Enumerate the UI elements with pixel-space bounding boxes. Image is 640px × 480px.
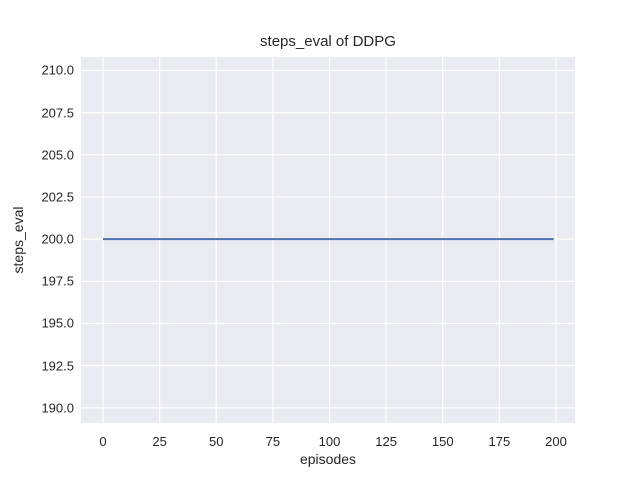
y-tick-label: 190.0	[41, 400, 74, 416]
x-tick-label: 25	[152, 434, 167, 449]
x-tick-label: 75	[265, 434, 281, 449]
y-tick-label: 210.0	[41, 62, 74, 78]
y-tick-label: 207.5	[41, 105, 74, 121]
x-tick-label: 175	[488, 434, 511, 449]
y-tick-label: 197.5	[41, 273, 74, 289]
x-tick-label: 100	[318, 434, 341, 449]
x-tick-label: 150	[431, 434, 454, 449]
chart-title: steps_eval of DDPG	[260, 33, 396, 50]
x-tick-label: 0	[99, 434, 107, 449]
x-tick-label: 200	[545, 434, 567, 449]
y-tick-label: 205.0	[41, 147, 74, 163]
x-tick-label: 50	[208, 434, 224, 449]
y-tick-label: 192.5	[41, 358, 74, 374]
y-tick-label: 202.5	[41, 189, 74, 205]
y-tick-label: 195.0	[41, 315, 74, 331]
x-axis-label: episodes	[299, 451, 357, 467]
x-tick-label: 125	[375, 434, 397, 449]
y-tick-label: 200.0	[41, 231, 74, 247]
plot-area	[81, 57, 575, 423]
